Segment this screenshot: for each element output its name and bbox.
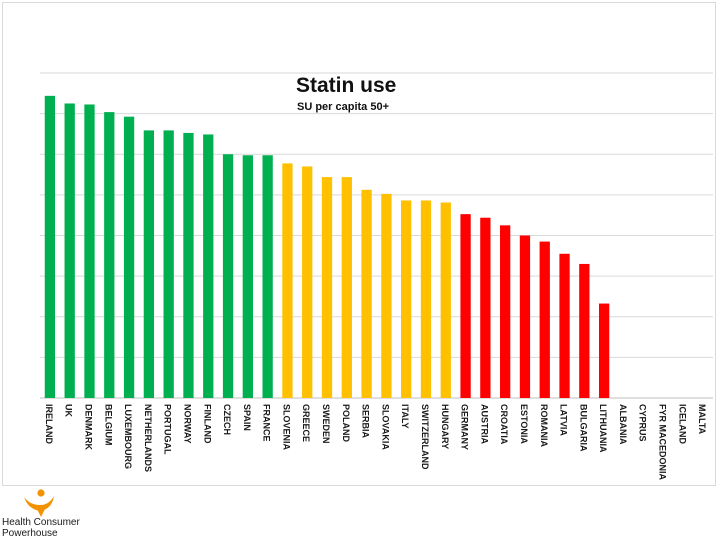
x-tick-label: FINLAND xyxy=(202,404,212,444)
x-tick-label: LATVIA xyxy=(559,404,569,436)
x-tick-label: CYPRUS xyxy=(638,404,648,442)
slide-frame xyxy=(2,2,716,486)
bar-france xyxy=(262,155,273,398)
bar-lithuania xyxy=(598,303,610,398)
x-tick-label: SLOVAKIA xyxy=(380,404,390,450)
bar-ireland xyxy=(44,95,56,398)
x-tick-label: LUXEMBOURG xyxy=(123,404,133,469)
x-tick-label: SPAIN xyxy=(242,404,252,431)
bar-austria xyxy=(480,217,491,398)
x-tick-label: BELGIUM xyxy=(103,404,113,446)
logo-line-1: Health Consumer xyxy=(2,517,80,528)
category-labels: IRELAND UK DENMARK BELGIUM LUXEMBOURG NETHERL… xyxy=(44,404,707,480)
x-tick-label: HUNGARY xyxy=(440,404,450,449)
bar-netherlands xyxy=(143,130,155,398)
bar-italy xyxy=(401,200,412,398)
bar-finland xyxy=(203,134,214,398)
bar-poland xyxy=(341,177,352,398)
x-tick-label: POLAND xyxy=(341,404,351,443)
x-tick-label: ROMANIA xyxy=(539,404,549,447)
gridlines xyxy=(40,72,713,399)
bar-serbia xyxy=(361,189,372,398)
bar-greece xyxy=(302,166,313,398)
bar-spain xyxy=(242,155,253,398)
bar-norway xyxy=(183,132,194,399)
x-tick-label: ICELAND xyxy=(677,404,687,444)
x-tick-label: FRANCE xyxy=(262,404,272,442)
x-tick-label: MALTA xyxy=(697,404,707,435)
x-tick-label: SWEDEN xyxy=(321,404,331,444)
bar-switzerland xyxy=(420,200,432,398)
x-tick-label: CROATIA xyxy=(499,404,509,445)
bar-uk xyxy=(64,103,75,398)
hcp-logo-icon xyxy=(24,489,54,517)
x-tick-label: LITHUANIA xyxy=(598,404,608,453)
x-tick-label: SERBIA xyxy=(361,404,371,439)
bar-sweden xyxy=(321,177,333,398)
bar-slovenia xyxy=(282,163,293,398)
bar-germany xyxy=(460,214,471,398)
bar-slovakia xyxy=(381,193,392,398)
bar-estonia xyxy=(519,235,531,398)
x-tick-label: SWITZERLAND xyxy=(420,404,430,470)
x-tick-label: SLOVENIA xyxy=(281,404,291,451)
x-tick-label: GREECE xyxy=(301,404,311,442)
bar-bulgaria xyxy=(579,263,590,398)
bar-luxembourg xyxy=(123,116,135,399)
x-tick-label: NORWAY xyxy=(182,404,192,444)
x-tick-label: ITALY xyxy=(400,404,410,429)
bar-latvia xyxy=(559,253,570,398)
bar-belgium xyxy=(104,112,115,398)
x-tick-label: AUSTRIA xyxy=(479,404,489,444)
bar-portugal xyxy=(163,130,174,398)
chart-subtitle: SU per capita 50+ xyxy=(297,101,390,113)
x-tick-label: UK xyxy=(64,404,74,417)
x-tick-label: FYR MACEDONIA xyxy=(658,404,668,480)
chart-title: Statin use xyxy=(296,74,397,97)
x-tick-label: CZECH xyxy=(222,404,232,435)
x-tick-label: IRELAND xyxy=(44,404,54,444)
bars xyxy=(44,95,610,399)
bar-czech xyxy=(222,154,234,398)
x-tick-label: GERMANY xyxy=(460,404,470,450)
x-tick-label: ESTONIA xyxy=(519,404,529,444)
x-tick-label: DENMARK xyxy=(83,404,93,450)
bar-denmark xyxy=(84,104,95,398)
x-tick-label: PORTUGAL xyxy=(163,404,173,455)
bar-romania xyxy=(539,241,550,398)
bar-hungary xyxy=(440,202,451,398)
x-tick-label: BULGARIA xyxy=(578,404,588,452)
x-tick-label: NETHERLANDS xyxy=(143,404,153,472)
bar-croatia xyxy=(500,225,511,398)
hcp-logo-text: Health Consumer Powerhouse xyxy=(2,517,112,539)
x-tick-label: ALBANIA xyxy=(618,404,628,445)
logo-line-2: Powerhouse xyxy=(2,528,58,539)
